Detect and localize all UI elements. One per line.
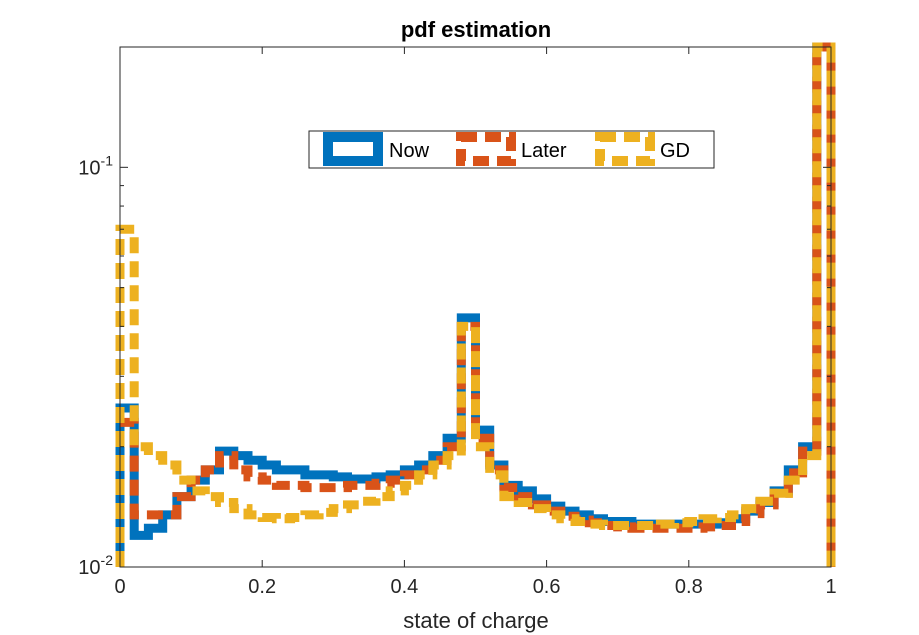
axes-box: [119, 46, 832, 568]
legend-swatch-gd: [595, 132, 655, 166]
x-tick-label: 0.4: [390, 576, 418, 598]
x-tick-label: 0.2: [248, 576, 276, 598]
x-tick-label: 0: [114, 576, 125, 598]
chart-title: pdf estimation: [401, 17, 551, 42]
x-tick-label: 0.6: [533, 576, 561, 598]
legend: Now Later GD: [308, 130, 715, 169]
plot-area: [120, 47, 831, 567]
x-tick-label: 1: [825, 576, 836, 598]
series-line-later: [115, 42, 836, 567]
series-line-gd: [115, 42, 836, 567]
series-layer: [115, 42, 836, 567]
y-tick-label: 10-1: [78, 152, 113, 179]
legend-label-now: Now: [389, 140, 430, 162]
legend-label-later: Later: [521, 140, 567, 162]
legend-swatch-later: [456, 132, 516, 166]
x-axis-label: state of charge: [403, 608, 549, 633]
legend-swatch-now: [323, 132, 383, 166]
y-tick-label: 10-2: [78, 552, 113, 579]
legend-label-gd: GD: [660, 140, 690, 162]
tick-layer: 0 0.2 0.4 0.6 0.8 1 10-2 10-1: [78, 46, 837, 598]
x-tick-label: 0.8: [675, 576, 703, 598]
